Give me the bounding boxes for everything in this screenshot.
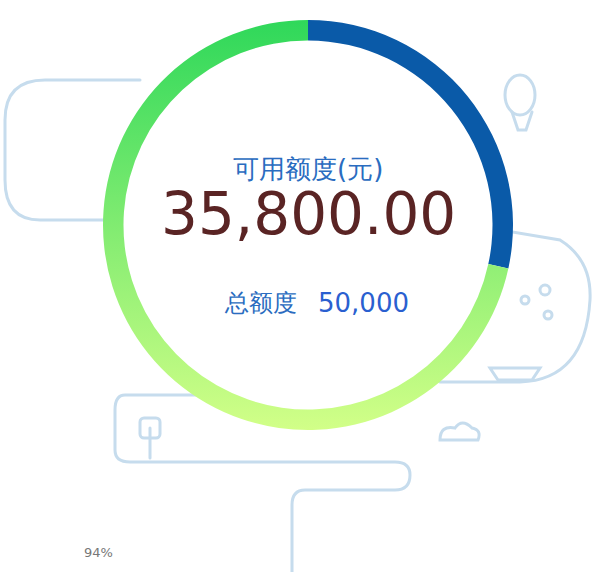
svg-text:可用额度(元): 可用额度(元) bbox=[233, 154, 383, 184]
svg-text:94%: 94% bbox=[84, 545, 113, 560]
svg-text:35,800.00: 35,800.00 bbox=[161, 180, 456, 248]
svg-text:总额度: 总额度 bbox=[224, 289, 297, 317]
svg-text:50,000: 50,000 bbox=[318, 288, 409, 318]
